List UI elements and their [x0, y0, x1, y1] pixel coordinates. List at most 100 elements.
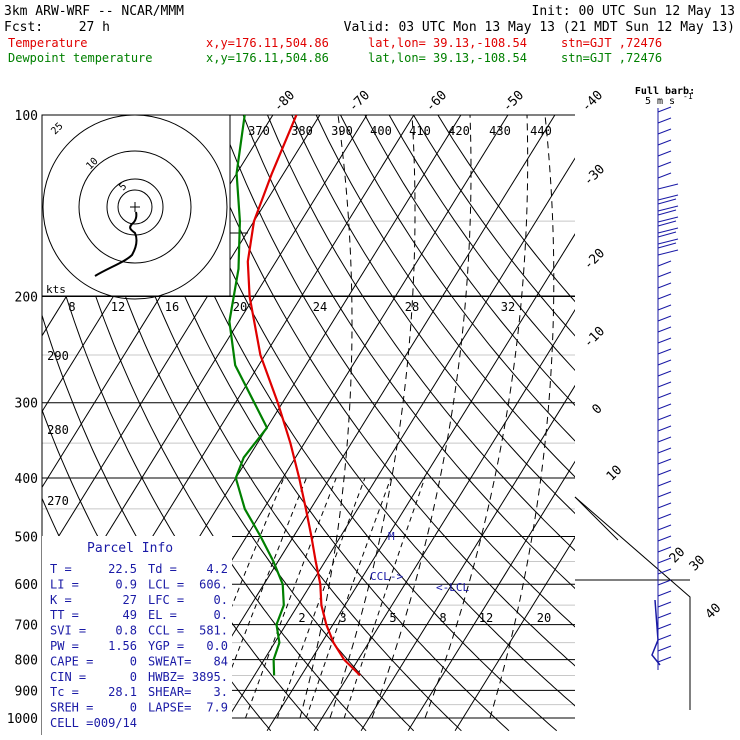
wind-barb	[657, 381, 672, 388]
dry-adiabat-label: 380	[291, 124, 313, 138]
frame-outline	[574, 496, 691, 710]
parcel-info-value: 0	[130, 654, 137, 668]
wind-barb	[657, 425, 672, 432]
mixing-ratio-label: 8	[439, 611, 446, 625]
parcel-info-value: 581.	[199, 624, 228, 638]
dry-adiabat-line	[437, 115, 575, 303]
ccl-marker: CCL->	[370, 570, 403, 583]
wind-barb	[657, 249, 679, 256]
dry-adiabat-line	[218, 115, 575, 628]
speed-tick-label: 20	[233, 300, 247, 314]
wind-barb	[657, 469, 672, 476]
moist-adiabat-line	[329, 115, 416, 719]
wind-barb	[657, 414, 672, 421]
wind-barb	[657, 260, 672, 267]
wind-barb	[657, 524, 672, 531]
wind-barb	[657, 480, 672, 487]
wind-barb	[657, 139, 672, 146]
parcel-info-key: LCL =	[148, 577, 184, 591]
wind-barb	[657, 238, 679, 245]
dry-adiabat-label: 430	[489, 124, 511, 138]
wind-barb-secondary	[657, 209, 677, 216]
hodograph: 5 10 25 kts	[41, 114, 231, 300]
dry-adiabat-line	[47, 115, 367, 732]
temperature-line	[246, 115, 361, 677]
isotherm-line	[219, 157, 575, 732]
wind-barb	[657, 436, 672, 443]
parcel-info-value: 0.9	[115, 577, 137, 591]
hodograph-speed-ticks: 8 12 16 20 24 28 32	[42, 232, 575, 314]
wind-barb	[657, 579, 672, 586]
parcel-info-key: Tc =	[50, 685, 79, 699]
dry-adiabat-line	[340, 115, 575, 442]
wind-legend-units: 5 m s	[645, 96, 675, 107]
parcel-info-key: SWEAT=	[148, 654, 191, 668]
parcel-info-box	[42, 536, 232, 735]
wind-barb	[657, 117, 672, 124]
dry-adiabat-label: 370	[248, 124, 270, 138]
isotherm-label-top: -70	[346, 88, 373, 115]
parcel-info-key: LFC =	[148, 593, 184, 607]
pressure-tick-label: 600	[15, 578, 38, 593]
wind-legend-exponent: -1	[683, 92, 693, 101]
wind-barb	[657, 634, 672, 641]
parcel-info-key: CIN =	[50, 670, 86, 684]
dry-adiabat-line	[291, 115, 575, 515]
hodograph-ring-5	[117, 189, 153, 225]
wind-staff-lower	[651, 599, 661, 666]
speed-tick-label: 24	[313, 300, 327, 314]
legend-dewpoint-latlon: lat,lon= 39.13,-108.54	[368, 51, 527, 65]
parcel-info-key: K =	[50, 593, 72, 607]
wind-barb	[657, 227, 679, 234]
dry-adiabat-label: 390	[331, 124, 353, 138]
wind-barb	[657, 535, 672, 542]
isotherm-line	[172, 115, 556, 732]
parcel-info-table: Parcel Info T = 22.5 Td = 4.2 LI = 0.9 LCL = 60…	[42, 536, 232, 735]
wind-barb	[657, 403, 672, 410]
wind-barb	[657, 491, 672, 498]
wind-barb	[657, 216, 679, 223]
wind-barb	[657, 293, 672, 300]
moist-adiabat-line	[489, 115, 555, 719]
legend-temperature-stn: stn=GJT ,72476	[561, 36, 662, 50]
wind-barb	[657, 590, 672, 597]
isotherm-label-right: -30	[581, 162, 608, 189]
wind-barb	[657, 183, 679, 190]
model-title: 3km ARW-WRF -- NCAR/MMM	[4, 4, 184, 19]
dry-adiabat-label: 420	[448, 124, 470, 138]
dry-adiabat-line	[413, 115, 575, 337]
isotherm-label-top: -50	[500, 88, 527, 115]
parcel-info-key: SREH =	[50, 701, 93, 715]
dry-adiabat-side-label: 270	[47, 494, 69, 508]
speed-tick-label: 32	[501, 300, 515, 314]
mixing-ratio-label: 20	[537, 611, 551, 625]
wind-barb	[657, 271, 672, 278]
parcel-info-value: 7.9	[206, 701, 228, 715]
wind-barb-secondary	[657, 220, 677, 227]
wind-barb	[657, 315, 672, 322]
legend-temperature-latlon: lat,lon= 39.13,-108.54	[368, 36, 527, 50]
isotherm-extension-line	[574, 496, 619, 541]
pressure-tick-label: 1000	[7, 712, 38, 727]
valid-time: Valid: 03 UTC Mon 13 May 13 (21 MDT Sun …	[344, 20, 735, 35]
isotherm-label-right: 40	[703, 601, 725, 623]
parcel-info-value: 0.	[214, 593, 228, 607]
wind-barb-secondary	[657, 198, 677, 205]
mixing-ratio-label: 2	[298, 611, 305, 625]
wind-legend-title: Full barb:	[635, 86, 695, 97]
dry-adiabat-label: 400	[370, 124, 392, 138]
wind-barb-secondary	[657, 231, 677, 238]
isotherm-label-top: -80	[271, 88, 298, 115]
mixing-ratio-line	[305, 477, 392, 719]
parcel-info-value: 3895.	[192, 670, 228, 684]
parcel-info-value: 0	[130, 670, 137, 684]
parcel-info-key: YGP =	[148, 639, 184, 653]
speed-tick-label: 8	[68, 300, 75, 314]
parcel-info-value: 84	[214, 654, 228, 668]
wind-barb	[657, 447, 672, 454]
hodograph-ring-25	[78, 150, 192, 264]
wind-barb	[657, 458, 672, 465]
parcel-info-key: TT =	[50, 608, 79, 622]
wind-barb	[657, 612, 672, 619]
isotherm-label-top: -40	[579, 88, 606, 115]
